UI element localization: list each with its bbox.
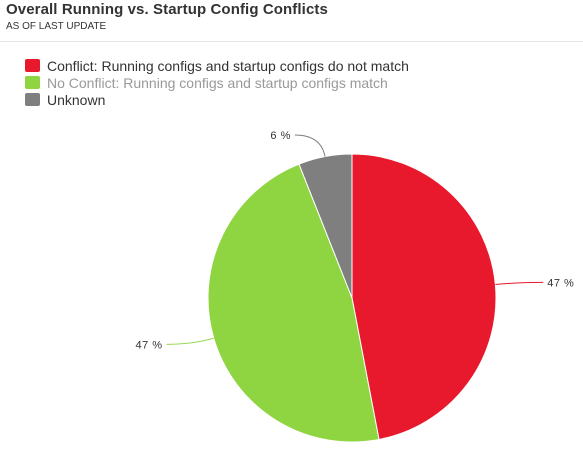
legend-label-no-conflict: No Conflict: Running configs and startup… [47, 74, 388, 91]
chart-subtitle: AS OF LAST UPDATE [6, 21, 107, 32]
pie-connector-no-conflict [166, 337, 214, 345]
pie-label-no-conflict: 47 % [136, 339, 163, 351]
pie-label-unknown: 6 % [270, 130, 290, 142]
pie-label-conflict: 47 % [547, 277, 574, 289]
legend-label-unknown: Unknown [47, 91, 106, 108]
legend-label-conflict: Conflict: Running configs and startup co… [47, 57, 409, 74]
legend-item-no-conflict[interactable]: No Conflict: Running configs and startup… [25, 74, 409, 91]
pie-connector-conflict [495, 281, 544, 285]
pie-slice-no-conflict[interactable] [207, 163, 380, 443]
legend-item-unknown[interactable]: Unknown [25, 91, 409, 108]
header-divider [0, 41, 583, 42]
legend-swatch-conflict [25, 59, 40, 72]
pie-connector-unknown [294, 134, 326, 157]
legend-swatch-no-conflict [25, 76, 40, 89]
legend: Conflict: Running configs and startup co… [25, 57, 409, 108]
pie-slice-conflict[interactable] [351, 153, 497, 441]
legend-swatch-unknown [25, 93, 40, 106]
legend-item-conflict[interactable]: Conflict: Running configs and startup co… [25, 57, 409, 74]
chart-title: Overall Running vs. Startup Config Confl… [6, 1, 328, 18]
